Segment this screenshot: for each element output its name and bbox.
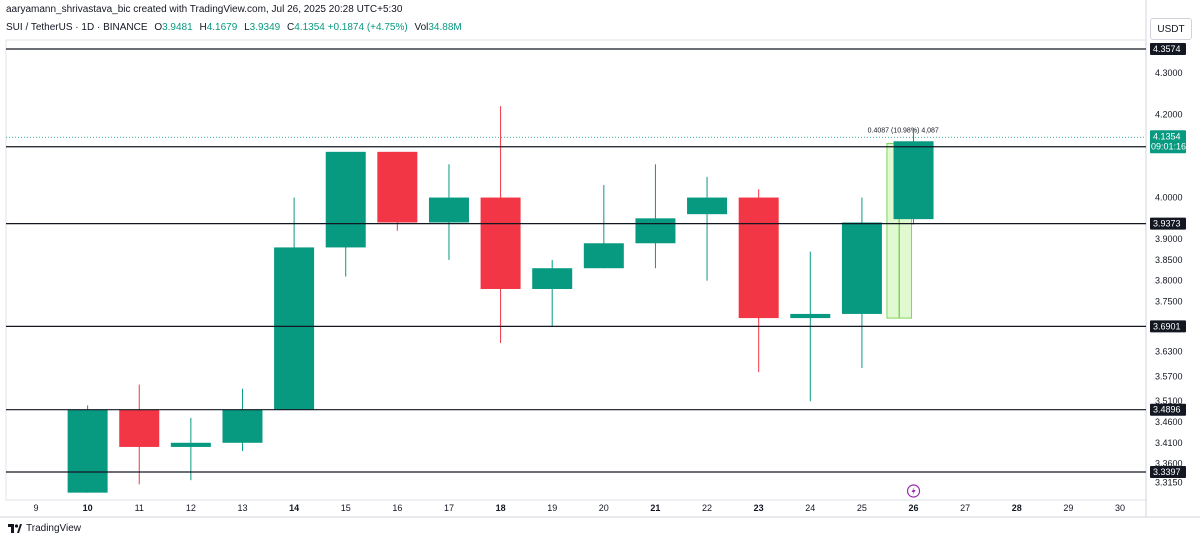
x-tick-label: 16 (392, 503, 402, 513)
y-tick-label: 3.6300 (1155, 346, 1183, 356)
candle-body[interactable] (583, 243, 624, 269)
candle-body[interactable] (841, 222, 882, 314)
x-tick-label: 29 (1063, 503, 1073, 513)
x-tick-label: 22 (702, 503, 712, 513)
close-value: 4.1354 (294, 22, 325, 33)
measure-label: 0.4087 (10.98%) 4,087 (868, 128, 939, 135)
level-price-label: 3.4896 (1153, 405, 1181, 415)
y-tick-label: 3.4600 (1155, 417, 1183, 427)
candle-body[interactable] (325, 151, 366, 248)
level-price-label: 3.9373 (1153, 219, 1181, 229)
high-label: H (199, 22, 207, 33)
x-tick-label: 12 (186, 503, 196, 513)
x-tick-label: 20 (599, 503, 609, 513)
y-tick-label: 3.7500 (1155, 296, 1183, 306)
level-price-label: 3.6901 (1153, 321, 1181, 331)
level-price-label: 4.3574 (1153, 44, 1181, 54)
candle-body[interactable] (67, 409, 108, 493)
candle-body[interactable] (428, 197, 469, 223)
last-price-label: 4.1354 (1153, 131, 1181, 141)
plot-area-border (5, 39, 1147, 501)
level-price-badge (1150, 217, 1186, 230)
x-tick-label: 15 (341, 503, 351, 513)
last-price-badge (1150, 130, 1186, 154)
x-tick-label: 14 (289, 503, 299, 513)
x-tick-label: 17 (444, 503, 454, 513)
level-price-badge (1150, 43, 1186, 55)
candle-body[interactable] (377, 151, 418, 223)
candle-body[interactable] (480, 197, 521, 289)
level-price-badge (1150, 403, 1186, 416)
y-tick-label: 3.5700 (1155, 371, 1183, 381)
candle-body[interactable] (532, 268, 573, 289)
x-tick-label: 25 (857, 503, 867, 513)
candle-body[interactable] (222, 409, 263, 443)
volume-value: 34.88M (428, 22, 462, 33)
tradingview-logo[interactable]: TradingView (8, 523, 81, 534)
y-tick-label: 3.9000 (1155, 234, 1183, 244)
y-tick-label: 4.3000 (1155, 68, 1183, 78)
close-label: C (287, 22, 295, 33)
change-value: +0.1874 (+4.75%) (327, 22, 408, 33)
x-tick-label: 18 (496, 503, 506, 513)
candle-body[interactable] (119, 409, 160, 447)
symbol-label[interactable]: SUI / TetherUS · 1D · BINANCE (6, 22, 148, 33)
candle-body[interactable] (274, 247, 315, 410)
y-tick-label: 3.8500 (1155, 255, 1183, 265)
x-tick-label: 26 (909, 503, 919, 513)
tradingview-logo-text: TradingView (26, 523, 82, 534)
level-price-label: 3.3397 (1153, 467, 1181, 477)
x-tick-label: 28 (1012, 503, 1022, 513)
candle-body[interactable] (687, 197, 728, 215)
level-price-badge (1150, 320, 1186, 333)
attribution-text: aaryamann_shrivastava_bic created with T… (6, 4, 403, 15)
lightning-icon (911, 487, 916, 495)
y-tick-label: 3.8000 (1155, 276, 1183, 286)
x-tick-label: 13 (237, 503, 247, 513)
high-value: 4.1679 (206, 22, 238, 33)
x-tick-label: 10 (83, 503, 93, 513)
countdown-label: 09:01:16 (1151, 141, 1186, 151)
x-tick-label: 9 (33, 503, 38, 513)
y-tick-label: 4.0000 (1155, 193, 1183, 203)
y-tick-label: 3.3600 (1155, 459, 1183, 469)
x-tick-label: 21 (650, 503, 660, 513)
currency-selector[interactable]: USDT (1150, 18, 1192, 40)
volume-label: Vol (414, 22, 429, 33)
candle-body[interactable] (635, 218, 676, 244)
y-tick-label: 4.2000 (1155, 109, 1183, 119)
open-value: 3.9481 (162, 22, 193, 33)
x-tick-label: 19 (547, 503, 557, 513)
x-tick-label: 11 (135, 503, 144, 513)
candle-body[interactable] (738, 197, 779, 319)
x-tick-label: 27 (960, 503, 970, 513)
ohlc-legend: SUI / TetherUS · 1D · BINANCE O3.9481 H4… (6, 22, 462, 33)
open-label: O (154, 22, 163, 33)
low-value: 3.9349 (249, 22, 281, 33)
y-tick-label: 3.4100 (1155, 438, 1183, 448)
tradingview-logo-icon (8, 524, 22, 533)
level-price-badge (1150, 466, 1186, 478)
y-tick-label: 3.3150 (1155, 477, 1183, 487)
low-label: L (244, 22, 250, 33)
x-tick-label: 23 (754, 503, 764, 513)
x-tick-label: 30 (1115, 503, 1125, 513)
candle-body[interactable] (170, 442, 211, 447)
y-tick-label: 3.5100 (1155, 396, 1183, 406)
candle-body[interactable] (790, 313, 831, 319)
candle-body[interactable] (893, 141, 934, 220)
x-tick-label: 24 (805, 503, 815, 513)
